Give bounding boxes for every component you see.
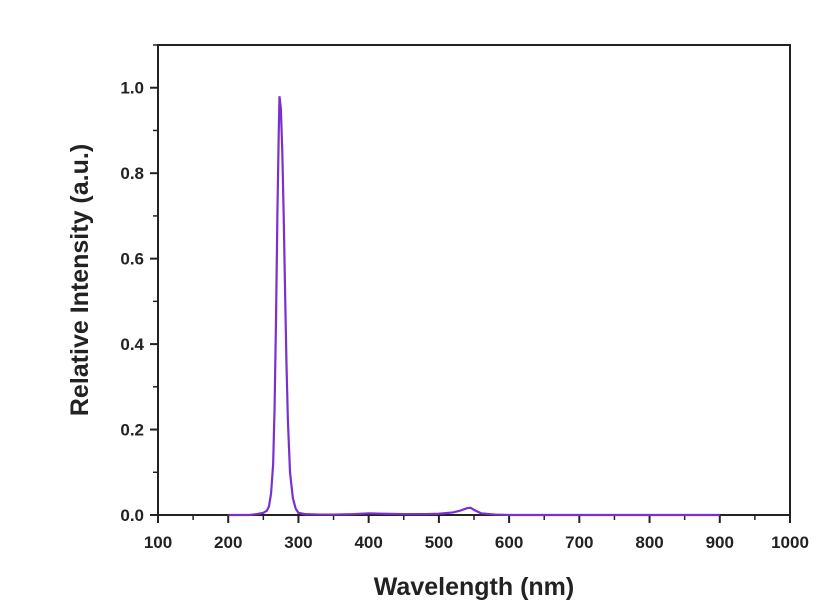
x-tick-label: 800 — [635, 533, 663, 552]
axis-ticks — [150, 44, 791, 523]
y-tick-label: 0.4 — [120, 335, 144, 354]
x-tick-label: 100 — [144, 533, 172, 552]
y-tick-label: 0.0 — [120, 506, 144, 525]
x-tick-label: 600 — [495, 533, 523, 552]
y-tick-label: 0.6 — [120, 250, 144, 269]
x-tick-label: 200 — [214, 533, 242, 552]
y-axis-label: Relative Intensity (a.u.) — [66, 144, 94, 416]
y-tick-labels: 0.0 0.2 0.4 0.6 0.8 1.0 — [120, 79, 144, 525]
plot-frame — [157, 44, 791, 516]
x-tick-label: 300 — [284, 533, 312, 552]
x-tick-label: 500 — [425, 533, 453, 552]
x-tick-label: 900 — [706, 533, 734, 552]
x-tick-label: 700 — [565, 533, 593, 552]
x-axis-label: Wavelength (nm) — [374, 573, 574, 601]
y-tick-label: 0.8 — [120, 164, 144, 183]
y-tick-label: 0.2 — [120, 421, 144, 440]
x-tick-labels: 100 200 300 400 500 600 700 800 900 1000 — [144, 533, 809, 552]
x-tick-label: 1000 — [771, 533, 809, 552]
series-line — [228, 96, 720, 517]
y-tick-label: 1.0 — [120, 79, 144, 98]
x-tick-label: 400 — [354, 533, 382, 552]
